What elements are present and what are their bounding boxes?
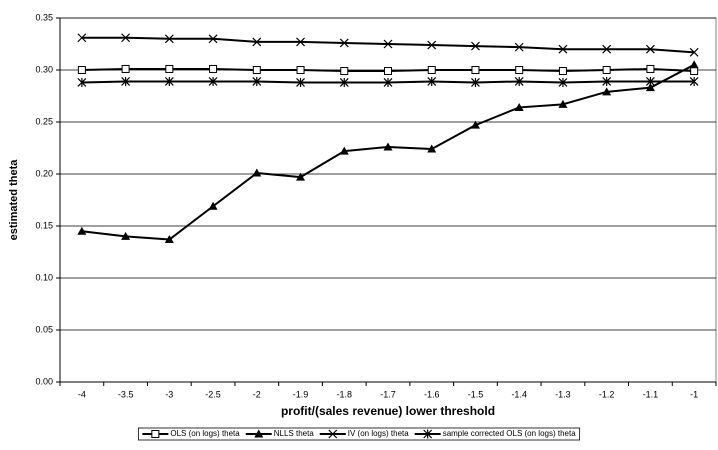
marker — [164, 76, 174, 86]
marker — [646, 64, 655, 73]
marker — [602, 44, 612, 54]
marker — [121, 231, 131, 240]
x-tick-label: -2 — [253, 389, 261, 399]
marker — [383, 39, 393, 49]
marker — [514, 102, 524, 111]
marker — [383, 142, 393, 151]
marker — [121, 76, 131, 86]
y-tick-label: 0.10 — [35, 272, 53, 282]
y-tick-label: 0.05 — [35, 324, 53, 334]
marker — [208, 201, 218, 210]
marker — [383, 77, 393, 87]
marker — [340, 67, 349, 76]
x-tick-label: -1.1 — [643, 389, 659, 399]
x-tick-label: -1.7 — [380, 389, 396, 399]
marker — [558, 77, 568, 87]
marker — [602, 66, 611, 74]
y-tick-label: 0.30 — [35, 64, 53, 74]
marker — [296, 66, 305, 74]
legend-label: NLLS theta — [274, 429, 315, 438]
y-tick-label: 0.25 — [35, 116, 53, 126]
x-tick-label: -4 — [78, 389, 86, 399]
y-tick-label: 0.00 — [35, 376, 53, 386]
marker — [339, 77, 349, 87]
x-tick-label: -1 — [690, 389, 698, 399]
marker — [339, 38, 349, 48]
marker — [77, 77, 87, 87]
marker — [689, 47, 699, 57]
marker — [602, 87, 612, 96]
marker — [121, 64, 130, 73]
marker — [339, 146, 349, 155]
legend-marker — [328, 429, 338, 439]
x-tick-label: -1.8 — [337, 389, 353, 399]
marker — [602, 76, 612, 86]
marker — [689, 76, 699, 86]
x-tick-label: -3.5 — [118, 389, 134, 399]
marker — [558, 99, 568, 108]
legend-label: OLS (on logs) theta — [170, 429, 240, 438]
marker — [252, 76, 262, 86]
marker — [515, 66, 524, 74]
marker — [252, 168, 262, 177]
marker — [165, 64, 174, 73]
marker — [208, 34, 218, 44]
legend-marker — [151, 430, 160, 438]
marker — [471, 66, 480, 74]
marker — [164, 235, 174, 244]
y-tick-label: 0.20 — [35, 168, 53, 178]
marker — [252, 37, 262, 47]
marker — [514, 76, 524, 86]
marker — [296, 37, 305, 47]
x-tick-label: -1.3 — [555, 389, 571, 399]
marker — [296, 172, 306, 181]
legend-label: IV (on logs) theta — [348, 429, 409, 438]
marker — [77, 33, 87, 43]
marker — [209, 64, 218, 73]
marker — [690, 67, 699, 76]
marker — [645, 76, 655, 86]
marker — [164, 34, 174, 44]
x-tick-label: -1.6 — [424, 389, 440, 399]
marker — [558, 67, 567, 76]
x-tick-label: -1.4 — [511, 389, 527, 399]
x-tick-label: -1.5 — [468, 389, 484, 399]
x-tick-label: -1.9 — [293, 389, 309, 399]
marker — [689, 60, 699, 69]
legend-box — [137, 427, 581, 441]
y-tick-label: 0.15 — [35, 220, 53, 230]
marker — [427, 76, 437, 86]
marker — [427, 40, 437, 50]
marker — [77, 66, 86, 74]
legend-label: sample corrected OLS (on logs) theta — [443, 429, 577, 438]
legend-marker — [423, 429, 433, 439]
legend-marker — [254, 429, 264, 438]
y-tick-label: 0.35 — [35, 12, 53, 22]
marker — [121, 33, 131, 43]
marker — [471, 41, 480, 51]
marker — [296, 77, 305, 87]
marker — [252, 66, 261, 74]
marker — [427, 66, 436, 74]
marker — [558, 44, 568, 54]
marker — [384, 67, 392, 76]
marker — [645, 83, 655, 92]
x-tick-label: -3 — [165, 389, 173, 399]
x-tick-label: -2.5 — [205, 389, 221, 399]
marker — [427, 144, 437, 153]
x-tick-label: -1.2 — [599, 389, 615, 399]
marker — [645, 44, 655, 54]
marker — [208, 76, 218, 86]
marker — [470, 120, 480, 129]
y-axis-label: estimated theta — [8, 159, 20, 241]
marker — [471, 77, 480, 87]
marker — [514, 42, 524, 52]
x-axis-label: profit/(sales revenue) lower threshold — [281, 404, 495, 418]
marker — [77, 226, 87, 235]
legend: OLS (on logs) theta NLLS theta IV (on logs… — [137, 427, 581, 441]
